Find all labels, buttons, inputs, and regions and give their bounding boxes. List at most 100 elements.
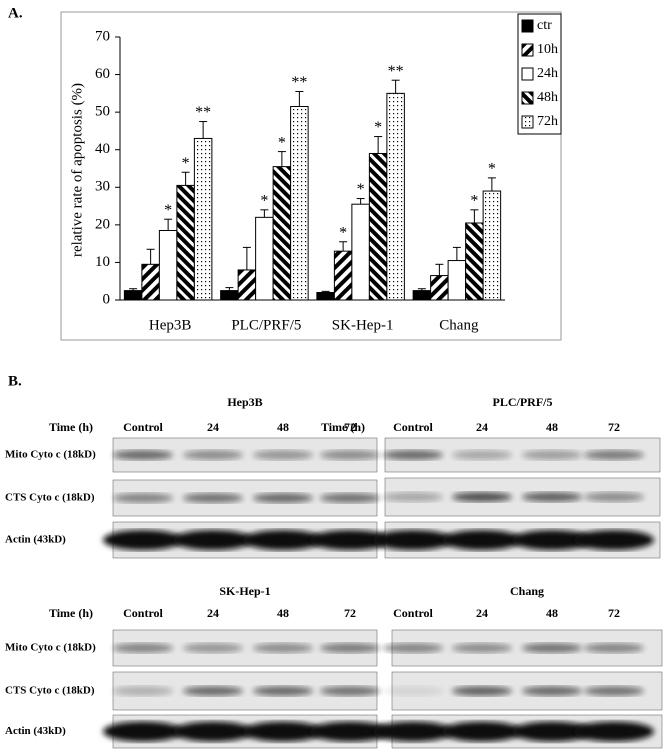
error-bar xyxy=(487,177,496,192)
legend-swatch xyxy=(521,67,534,81)
bar xyxy=(237,269,257,301)
lane-label: Control xyxy=(123,606,163,620)
error-bar xyxy=(339,241,348,252)
legend-label: ctr xyxy=(537,18,552,33)
panel-label: A. xyxy=(8,5,23,21)
error-bar xyxy=(452,246,461,261)
blot-band xyxy=(522,643,582,653)
x-tick-label: Hep3B xyxy=(149,317,192,333)
blot-band xyxy=(512,721,592,742)
blot-band xyxy=(183,450,243,460)
significance-label: * xyxy=(339,224,347,241)
legend-label: 24h xyxy=(537,66,558,81)
error-bar xyxy=(129,288,138,291)
bar xyxy=(141,263,160,301)
legend-swatch xyxy=(521,19,534,33)
error-bar xyxy=(321,290,330,293)
blot-band xyxy=(320,643,380,653)
blot-band xyxy=(173,721,253,742)
blot-band xyxy=(383,686,443,696)
blot-band xyxy=(320,493,380,503)
blot-band xyxy=(574,530,654,550)
blot-band xyxy=(522,450,582,460)
blot-band xyxy=(310,530,390,550)
blot-band xyxy=(103,721,183,742)
blot-band xyxy=(512,530,592,550)
bar xyxy=(386,92,405,301)
error-bar xyxy=(181,171,190,186)
legend-swatch xyxy=(521,115,534,129)
blot-band xyxy=(442,530,522,550)
bar xyxy=(351,203,370,301)
significance-label: * xyxy=(470,193,478,210)
bar xyxy=(272,166,292,301)
y-tick-label: 70 xyxy=(95,28,110,44)
blot-band xyxy=(320,686,380,696)
lane-label: 72 xyxy=(608,606,620,620)
row-label: Actin (43kD) xyxy=(5,725,66,737)
blot-band xyxy=(452,643,512,653)
blots: Hep3B Time (h) Control 24 48 72 Mito Cyto c (1… xyxy=(5,395,663,749)
blot-band xyxy=(243,721,323,742)
error-bar xyxy=(199,121,208,139)
bar xyxy=(193,137,213,301)
error-bar xyxy=(374,136,383,154)
bar xyxy=(290,106,309,301)
y-tick-label: 30 xyxy=(95,179,110,195)
blot-band xyxy=(310,721,390,742)
blot-band xyxy=(113,643,173,653)
blot-band xyxy=(183,643,243,653)
row-label: Actin (43kD) xyxy=(5,534,66,546)
blot-band xyxy=(373,530,453,550)
bar xyxy=(465,222,484,301)
x-tick-label: SK-Hep-1 xyxy=(332,317,394,333)
error-bar xyxy=(391,79,400,94)
significance-label: * xyxy=(374,119,382,136)
lane-label: Control xyxy=(123,420,163,434)
lane-label: 24 xyxy=(476,606,488,620)
significance-label: * xyxy=(164,202,172,219)
time-label: Time (h) xyxy=(321,420,365,434)
lane-label: 48 xyxy=(546,606,558,620)
y-tick-label: 10 xyxy=(95,254,110,270)
y-tick-label: 40 xyxy=(95,141,110,157)
panel-label: B. xyxy=(8,373,22,389)
lane-label: 24 xyxy=(207,420,219,434)
row-label: Mito Cyto c (18kD) xyxy=(5,642,96,654)
blot-band xyxy=(113,450,173,460)
blot-title: SK-Hep-1 xyxy=(219,584,270,598)
blot-band xyxy=(442,721,522,742)
lane-label: 72 xyxy=(344,420,356,434)
error-bar xyxy=(417,288,426,291)
blot-band xyxy=(452,492,512,502)
significance-label: * xyxy=(357,181,365,198)
significance-label: ** xyxy=(388,63,404,80)
blot-band xyxy=(452,450,512,460)
error-bar xyxy=(470,209,479,223)
lane-label: 24 xyxy=(207,606,219,620)
error-bar xyxy=(295,90,304,107)
bar xyxy=(123,290,143,301)
blot-band xyxy=(243,530,323,550)
legend-label: 48h xyxy=(537,90,558,105)
x-tick-label: PLC/PRF/5 xyxy=(231,317,301,333)
bar xyxy=(220,290,239,301)
blot-band xyxy=(253,450,313,460)
significance-label: ** xyxy=(195,104,211,121)
legend-swatch xyxy=(521,43,534,57)
bar xyxy=(482,190,502,301)
blot-band xyxy=(452,686,512,696)
bar xyxy=(176,184,195,301)
error-bar xyxy=(260,209,269,218)
blot-band xyxy=(383,450,443,460)
blot-band xyxy=(183,686,243,696)
lane-label: 72 xyxy=(344,606,356,620)
y-tick-label: 0 xyxy=(103,291,111,307)
blot-band xyxy=(522,686,582,696)
blot-band xyxy=(253,493,313,503)
legend-label: 72h xyxy=(537,114,558,129)
lane-label: Control xyxy=(393,606,433,620)
bar xyxy=(316,291,335,301)
blot-band xyxy=(253,643,313,653)
